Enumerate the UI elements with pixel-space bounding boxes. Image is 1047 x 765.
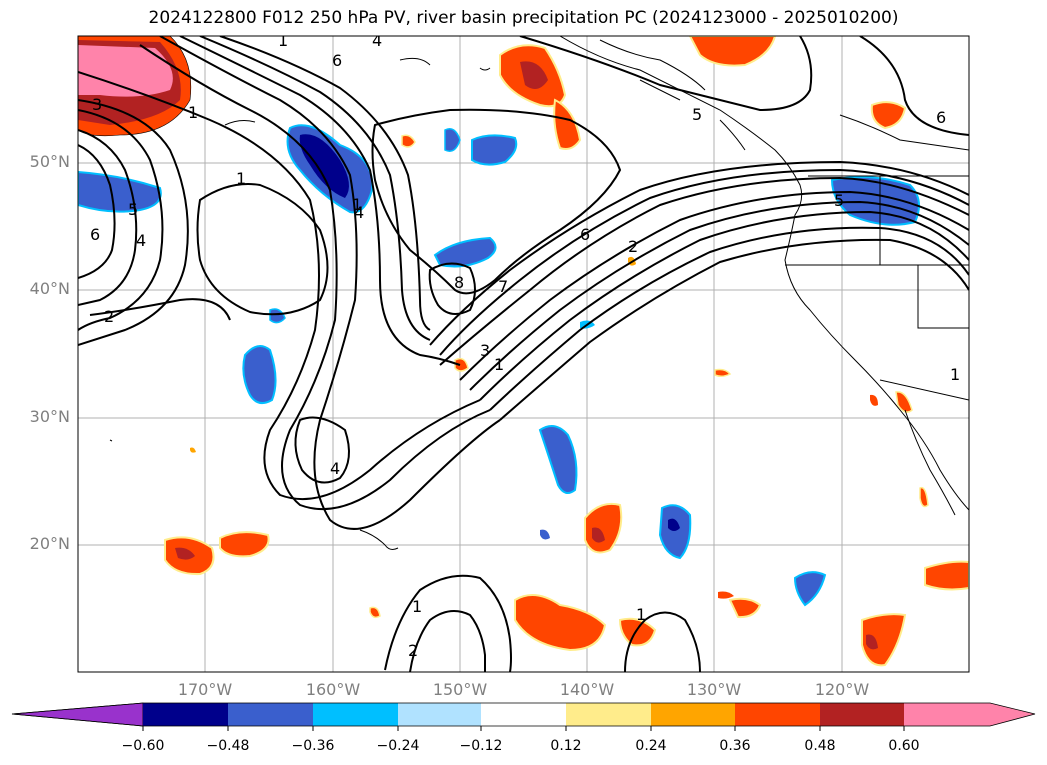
lon-label: 140°W [559, 680, 615, 699]
colorbar-tick-label: 0.12 [550, 738, 582, 754]
lon-label: 150°W [432, 680, 488, 699]
contour-label: 7 [498, 277, 508, 296]
lon-label: 120°W [814, 680, 870, 699]
colorbar-bin [820, 703, 904, 726]
contour-label: 5 [834, 191, 844, 210]
lat-label: 40°N [29, 279, 70, 298]
contour-label: 1 [236, 169, 246, 188]
lat-label: 20°N [29, 534, 70, 553]
lon-label: 130°W [686, 680, 742, 699]
colorbar-bin [228, 703, 313, 726]
pv-contours [78, 36, 969, 672]
contour-label: 8 [454, 273, 464, 292]
colorbar-bin [651, 703, 735, 726]
contour-label: 1 [636, 605, 646, 624]
contour-label: 4 [354, 203, 364, 222]
contour-label: 3 [480, 341, 490, 360]
colorbar-tick-label: −0.12 [459, 738, 503, 754]
contour-label: 1 [188, 103, 198, 122]
contour-label: 3 [92, 95, 102, 114]
contour-label: 5 [128, 200, 138, 219]
lon-label: 160°W [305, 680, 361, 699]
colorbar-bin [566, 703, 651, 726]
contour-label: 5 [692, 105, 702, 124]
contour-label: 6 [580, 225, 590, 244]
precip-anomaly-fills [78, 36, 969, 667]
contour-label: 1 [494, 355, 504, 374]
contour-label: 6 [936, 108, 946, 127]
colorbar-bin [735, 703, 820, 726]
contour-label: 4 [372, 31, 382, 50]
colorbar-bin [398, 703, 481, 726]
contour-label: 2 [628, 237, 638, 256]
colorbar-extend-max [904, 703, 1035, 726]
colorbar-ticks [142, 726, 905, 731]
colorbar [11, 702, 1036, 731]
contour-label-group: 3 1 6 6 4 5 1 2 4 1 4 8 7 6 2 3 1 4 1 2 … [90, 31, 960, 660]
contour-label: 1 [950, 365, 960, 384]
colorbar-bin [313, 703, 398, 726]
lat-label: 50°N [29, 152, 70, 171]
colorbar-extend-min [11, 702, 144, 727]
lon-label: 170°W [177, 680, 233, 699]
colorbar-tick-label: 0.48 [804, 738, 836, 754]
contour-label: 4 [330, 459, 340, 478]
contour-label: 2 [408, 641, 418, 660]
colorbar-tick-label: −0.60 [121, 738, 165, 754]
contour-label: 6 [332, 51, 342, 70]
map-title: 2024122800 F012 250 hPa PV, river basin … [148, 8, 899, 28]
contour-label: 1 [352, 195, 362, 214]
colorbar-tick-label: −0.36 [291, 738, 335, 754]
colorbar-bin [481, 703, 566, 726]
plot-border [77, 35, 970, 673]
plot-area [78, 36, 969, 672]
colorbar-tick-label: 0.36 [719, 738, 751, 754]
contour-label: 1 [278, 31, 288, 50]
contour-label: 2 [104, 307, 114, 326]
contour-label: 4 [136, 231, 146, 250]
colorbar-tick-label: 0.24 [635, 738, 667, 754]
contour-label: 1 [412, 597, 422, 616]
contour-label: 6 [90, 225, 100, 244]
colorbar-tick-label: 0.60 [888, 738, 920, 754]
colorbar-tick-label: −0.48 [206, 738, 250, 754]
colorbar-tick-label: −0.24 [376, 738, 420, 754]
colorbar-bin [143, 703, 228, 726]
lat-label: 30°N [29, 407, 70, 426]
